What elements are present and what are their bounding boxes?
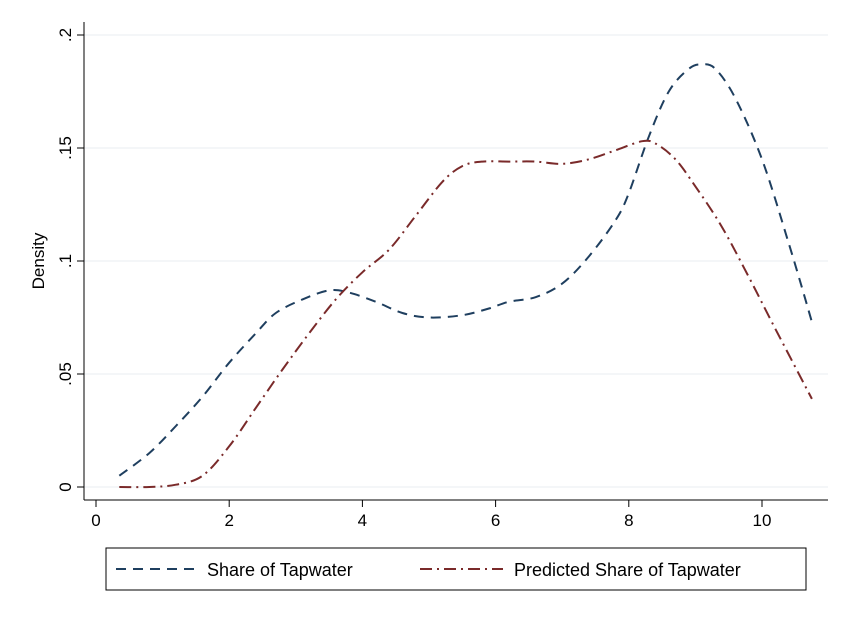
y-tick-label: .15 bbox=[56, 136, 75, 160]
series-lines bbox=[118, 63, 813, 489]
y-axis-ticks: 0 .05 .1 .15 .2 bbox=[56, 28, 84, 492]
x-tick-label: 2 bbox=[224, 511, 233, 530]
series-line-share-of-tapwater bbox=[118, 63, 813, 477]
legend-label-predicted-share-of-tapwater: Predicted Share of Tapwater bbox=[514, 560, 741, 580]
legend-label-share-of-tapwater: Share of Tapwater bbox=[207, 560, 353, 580]
x-tick-label: 4 bbox=[358, 511, 367, 530]
x-tick-label: 8 bbox=[624, 511, 633, 530]
y-tick-label: .05 bbox=[56, 362, 75, 386]
legend: Share of Tapwater Predicted Share of Tap… bbox=[105, 547, 807, 591]
y-tick-label: .1 bbox=[56, 254, 75, 268]
gridlines bbox=[84, 34, 828, 488]
y-tick-label: 0 bbox=[56, 482, 75, 491]
y-tick-label: .2 bbox=[56, 28, 75, 42]
x-tick-label: 0 bbox=[91, 511, 100, 530]
series-line-predicted-share-of-tapwater bbox=[119, 139, 813, 489]
x-axis-ticks: 0 2 4 6 8 10 bbox=[91, 500, 771, 530]
y-axis-title: Density bbox=[29, 232, 48, 289]
x-tick-label: 6 bbox=[491, 511, 500, 530]
x-tick-label: 10 bbox=[753, 511, 772, 530]
